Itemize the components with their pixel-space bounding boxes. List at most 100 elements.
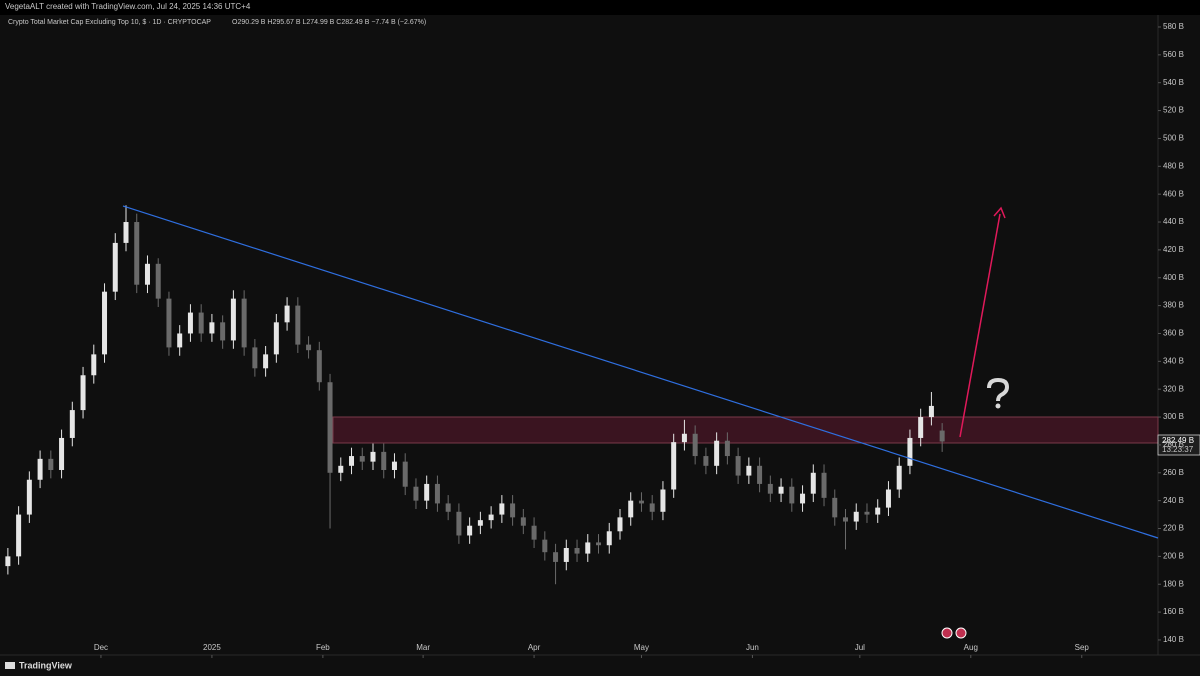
- ohlc-text: O290.29 B H295.67 B L274.99 B C282.49 B …: [232, 19, 426, 26]
- candle-body: [198, 312, 204, 334]
- credit: VegetaALT created with TradingView.com, …: [5, 2, 251, 11]
- candle-body: [16, 514, 22, 557]
- candle-body: [359, 456, 365, 462]
- candle-body: [724, 440, 730, 457]
- candle-body: [660, 489, 666, 512]
- candle-body: [606, 531, 612, 546]
- candle-body: [26, 479, 32, 515]
- candle-body: [800, 493, 806, 504]
- candle-body: [48, 458, 54, 470]
- candle-body: [295, 305, 301, 345]
- candle-body: [166, 298, 172, 348]
- candle-body: [885, 489, 891, 508]
- y-tick-label: 260 B: [1163, 468, 1184, 477]
- event-icon: [955, 627, 967, 639]
- x-tick-label: May: [634, 643, 649, 652]
- x-tick-label: Mar: [416, 643, 430, 652]
- y-tick-label: 160 B: [1163, 607, 1184, 616]
- candle-body: [703, 456, 709, 466]
- candle-body: [638, 500, 644, 504]
- candle-body: [563, 548, 569, 562]
- candle-body: [69, 410, 75, 438]
- y-tick-label: 180 B: [1163, 579, 1184, 588]
- candle-body: [574, 548, 580, 554]
- y-tick-label: 520 B: [1163, 106, 1184, 115]
- candle-body: [477, 520, 483, 526]
- candle-body: [5, 556, 11, 567]
- chart-panel: [0, 15, 1200, 676]
- x-tick-label: Feb: [316, 643, 330, 652]
- candle-body: [144, 263, 150, 285]
- candle-body: [596, 542, 602, 546]
- x-tick-label: Dec: [94, 643, 108, 652]
- candle-body: [338, 465, 344, 473]
- candle-body: [789, 486, 795, 504]
- resistance-zone: [332, 416, 1159, 444]
- candle-body: [531, 525, 537, 540]
- candle-body: [402, 461, 408, 487]
- candle-body: [91, 354, 97, 376]
- candle-body: [123, 222, 129, 243]
- candle-body: [714, 440, 720, 466]
- candle-body: [681, 433, 687, 443]
- candle-body: [37, 458, 43, 480]
- chart-title: Crypto Total Market Cap Excluding Top 10…: [8, 19, 211, 26]
- x-tick-label: 2025: [203, 643, 221, 652]
- y-tick-label: 220 B: [1163, 524, 1184, 533]
- y-tick-label: 360 B: [1163, 329, 1184, 338]
- arrow: [959, 213, 1001, 438]
- y-tick-label: 300 B: [1163, 412, 1184, 421]
- y-tick-label: 400 B: [1163, 273, 1184, 282]
- candle-body: [273, 322, 279, 355]
- candle-body: [263, 354, 269, 369]
- candle-body: [230, 298, 236, 341]
- y-tick-label: 560 B: [1163, 50, 1184, 59]
- candle-body: [220, 322, 226, 341]
- candle-body: [80, 375, 86, 411]
- candle-body: [671, 442, 677, 490]
- candle-body: [939, 430, 945, 442]
- candle-body: [735, 456, 741, 476]
- candle-body: [112, 242, 118, 292]
- x-tick-label: Aug: [964, 643, 978, 652]
- candle-body: [252, 347, 258, 369]
- candle-body: [746, 465, 752, 476]
- candle-body: [810, 472, 816, 494]
- x-tick-label: Jul: [855, 643, 865, 652]
- y-tick-label: 440 B: [1163, 217, 1184, 226]
- y-tick-label: 460 B: [1163, 189, 1184, 198]
- candle-body: [102, 291, 108, 355]
- candle-body: [499, 503, 505, 515]
- candle-body: [155, 263, 161, 299]
- candle-body: [391, 461, 397, 470]
- x-tick-label: Jun: [746, 643, 759, 652]
- candle-body: [617, 517, 623, 532]
- candle-body: [853, 511, 859, 522]
- question-mark: [987, 377, 1010, 402]
- event-icon: [941, 627, 953, 639]
- x-tick-label: Sep: [1075, 643, 1090, 652]
- candle-body: [134, 222, 140, 285]
- candle-body: [59, 437, 65, 470]
- y-tick-label: 380 B: [1163, 301, 1184, 310]
- candle-body: [284, 305, 290, 323]
- y-tick-label: 480 B: [1163, 161, 1184, 170]
- candle-body: [928, 405, 934, 418]
- candle-body: [445, 503, 451, 512]
- candle-body: [778, 486, 784, 494]
- candle-body: [241, 298, 247, 348]
- y-tick-label: 420 B: [1163, 245, 1184, 254]
- x-tick-label: Apr: [528, 643, 541, 652]
- candle-body: [542, 539, 548, 553]
- candle-body: [832, 497, 838, 518]
- candle-body: [177, 333, 183, 348]
- y-tick-label: 580 B: [1163, 22, 1184, 31]
- candle-body: [843, 517, 849, 522]
- y-tick-label: 540 B: [1163, 78, 1184, 87]
- y-tick-label: 500 B: [1163, 134, 1184, 143]
- candle-body: [553, 552, 559, 562]
- candle-body: [434, 483, 440, 504]
- y-tick-label: 240 B: [1163, 496, 1184, 505]
- y-tick-label: 340 B: [1163, 356, 1184, 365]
